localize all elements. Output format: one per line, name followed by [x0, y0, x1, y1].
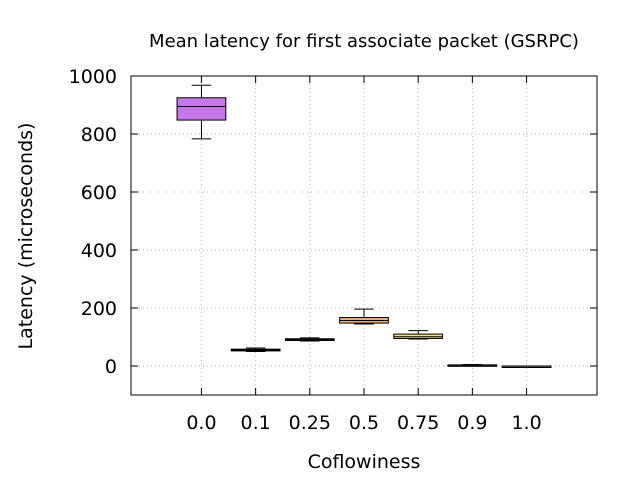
x-axis-ticks: 0.0 0.1 0.25 0.5 0.75 0.9 1.0 [186, 76, 542, 434]
x-tick-label: 1.0 [511, 412, 541, 434]
y-tick-label: 400 [81, 240, 117, 262]
x-tick-label: 0.75 [397, 412, 439, 434]
y-axis-label: Latency (microseconds) [15, 123, 37, 350]
x-tick-label: 0.9 [457, 412, 487, 434]
box-0.9 [447, 364, 498, 367]
box-0.1 [230, 347, 281, 352]
y-tick-label: 600 [81, 182, 117, 204]
y-tick-label: 0 [105, 356, 117, 378]
chart-title: Mean latency for first associate packet … [149, 31, 579, 52]
grid-lines [131, 76, 597, 395]
y-tick-label: 200 [81, 298, 117, 320]
box-0.25 [284, 337, 335, 342]
y-tick-label: 1000 [69, 66, 117, 88]
box-iqr [176, 97, 227, 121]
x-tick-label: 0.25 [289, 412, 331, 434]
x-tick-label: 0.0 [186, 412, 216, 434]
x-axis-label: Coflowiness [308, 451, 421, 473]
box-1.0 [501, 365, 552, 368]
box-0.0 [176, 84, 227, 140]
y-axis-ticks: 0 200 400 600 800 1000 [69, 66, 597, 378]
x-tick-label: 0.5 [349, 412, 379, 434]
box-0.5 [339, 308, 389, 325]
y-tick-label: 800 [81, 124, 117, 146]
box-0.75 [393, 330, 444, 340]
plot-frame [130, 75, 598, 396]
boxes [176, 84, 552, 368]
x-tick-label: 0.1 [241, 412, 271, 434]
